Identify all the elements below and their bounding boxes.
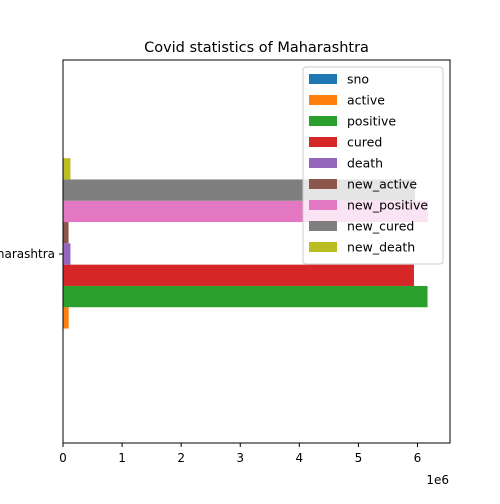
- legend-label-new-cured: new_cured: [347, 219, 414, 234]
- legend-label-new-active: new_active: [347, 177, 417, 192]
- bar-death: [63, 243, 70, 264]
- legend-swatch-positive: [309, 116, 337, 126]
- bar-positive: [63, 286, 428, 307]
- legend-label-new-positive: new_positive: [347, 198, 428, 213]
- legend-swatch-new-death: [309, 242, 337, 252]
- x-axis: 0 1 2 3 4 5 6: [59, 443, 421, 465]
- x-tick-label: 3: [236, 451, 244, 465]
- legend-swatch-death: [309, 158, 337, 168]
- bar-new-death: [63, 158, 70, 179]
- y-axis: Maharashtra: [0, 247, 63, 261]
- x-tick-label: 2: [177, 451, 185, 465]
- bar-cured: [63, 265, 414, 286]
- legend-swatch-sno: [309, 74, 337, 84]
- x-tick-label: 6: [414, 451, 422, 465]
- x-scale-label: 1e6: [426, 473, 449, 487]
- chart-title: Covid statistics of Maharashtra: [144, 40, 369, 56]
- legend-swatch-new-cured: [309, 221, 337, 231]
- bar-new-active: [63, 222, 69, 243]
- legend-label-sno: sno: [347, 72, 369, 87]
- legend-swatch-new-active: [309, 179, 337, 189]
- x-tick-label: 0: [59, 451, 67, 465]
- x-tick-label: 1: [118, 451, 126, 465]
- legend-label-active: active: [347, 93, 385, 108]
- x-tick-label: 4: [296, 451, 304, 465]
- y-tick-label: Maharashtra: [0, 247, 55, 261]
- legend-label-positive: positive: [347, 114, 396, 129]
- x-tick-label: 5: [355, 451, 363, 465]
- legend-swatch-new-positive: [309, 200, 337, 210]
- legend-label-death: death: [347, 156, 383, 171]
- legend-label-cured: cured: [347, 135, 382, 150]
- bar-active: [63, 307, 69, 328]
- legend-label-new-death: new_death: [347, 240, 415, 255]
- legend-swatch-cured: [309, 137, 337, 147]
- legend-swatch-active: [309, 95, 337, 105]
- legend: sno active positive cured death new_activenew…: [303, 67, 443, 264]
